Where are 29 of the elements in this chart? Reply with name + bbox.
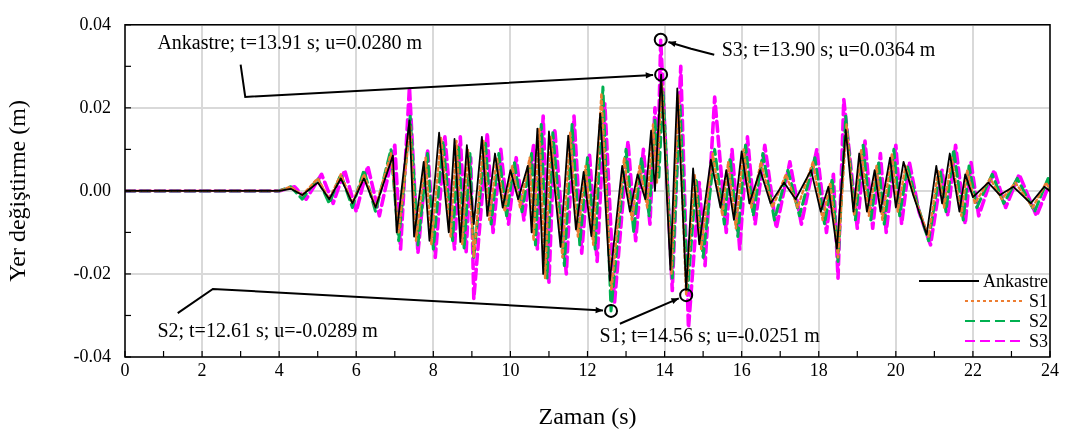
y-tick-label: 0.04 bbox=[79, 13, 111, 34]
x-tick-label: 8 bbox=[428, 359, 438, 380]
x-tick-label: 6 bbox=[351, 359, 361, 380]
legend-label: S2 bbox=[1028, 310, 1048, 331]
legend-label: S1 bbox=[1028, 290, 1048, 311]
annotation: Ankastre; t=13.91 s; u=0.0280 m bbox=[157, 30, 423, 53]
point bbox=[654, 67, 669, 82]
y-axis-title: Yer değiştirme (m) bbox=[3, 100, 30, 282]
x-tick-label: 14 bbox=[655, 359, 674, 380]
x-tick-label: 4 bbox=[274, 359, 284, 380]
x-tick-label: 24 bbox=[1041, 359, 1059, 380]
annotation: S1; t=14.56 s; u=-0.0251 m bbox=[599, 324, 821, 347]
y-tick-label: 0.02 bbox=[79, 96, 111, 117]
x-tick-label: 22 bbox=[963, 359, 982, 380]
x-tick-label: 18 bbox=[809, 359, 828, 380]
annotation: S2; t=12.61 s; u=-0.0289 m bbox=[157, 319, 379, 342]
x-tick-label: 16 bbox=[732, 359, 751, 380]
annotation: S3; t=13.90 s; u=0.0364 m bbox=[721, 38, 936, 61]
x-tick-label: 0 bbox=[120, 359, 130, 380]
x-tick-label: 12 bbox=[578, 359, 597, 380]
y-tick-label: -0.04 bbox=[73, 345, 111, 366]
x-tick-label: 10 bbox=[501, 359, 520, 380]
x-axis-title: Zaman (s) bbox=[538, 402, 637, 429]
legend-label: S3 bbox=[1028, 330, 1048, 351]
legend-label: Ankastre bbox=[983, 270, 1049, 291]
x-tick-label: 20 bbox=[886, 359, 905, 380]
y-tick-label: -0.02 bbox=[73, 262, 111, 283]
y-tick-label: 0.00 bbox=[79, 179, 111, 200]
x-tick-label: 2 bbox=[197, 359, 207, 380]
